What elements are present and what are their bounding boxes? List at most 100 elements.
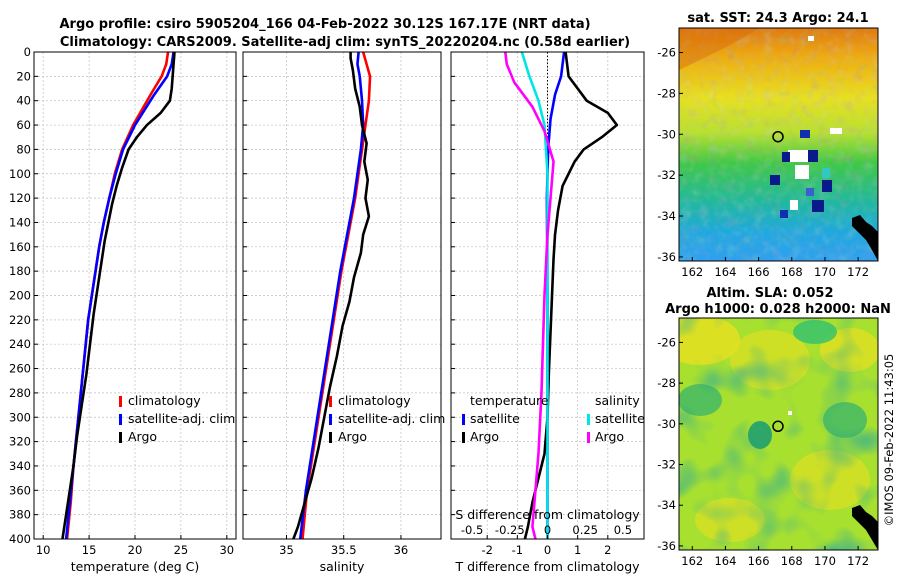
x-tick-label: 10 — [36, 543, 51, 557]
argo-location-marker — [772, 130, 784, 143]
y-tick-label: 60 — [16, 118, 31, 132]
sla-map-title-line-2: Argo h1000: 0.028 h2000: NaN — [665, 302, 891, 317]
y-tick-label: 380 — [9, 508, 31, 522]
y-tick-label: 100 — [9, 167, 31, 181]
x-tick-label: 15 — [82, 543, 97, 557]
x-tick-label: 35.5 — [331, 543, 357, 557]
title-line-2: Climatology: CARS2009. Satellite-adj cli… — [60, 35, 630, 50]
legend-t-argo-swatch — [462, 432, 465, 443]
y-tick-label: 200 — [9, 289, 31, 303]
map-y-tick-label: -36 — [657, 539, 676, 553]
y-tick-label: 40 — [16, 94, 31, 108]
map-y-tick-label: -28 — [657, 376, 676, 390]
legend-argo-swatch — [119, 432, 122, 443]
map-x-tick-label: 162 — [681, 265, 703, 279]
map-y-tick-label: -34 — [657, 209, 676, 223]
top-tick-label: 0.5 — [614, 523, 632, 537]
legend-s-argo-label: Argo — [595, 429, 624, 444]
x-tick-label: 25 — [174, 543, 189, 557]
x-axis-label: salinity — [320, 559, 365, 574]
x-tick-label: -1 — [512, 543, 523, 557]
y-tick-label: 80 — [16, 142, 31, 156]
map-y-tick-label: -32 — [657, 458, 676, 472]
map-y-tick-label: -34 — [657, 498, 676, 512]
map-y-tick-label: -32 — [657, 168, 676, 182]
legend-s-satellite-swatch — [587, 414, 590, 425]
map-x-tick-label: 172 — [847, 554, 869, 568]
sst-map-image — [679, 28, 878, 261]
temperature-legend: climatology satellite-adj. clim Argo — [119, 393, 235, 444]
map-x-tick-label: 168 — [781, 554, 803, 568]
x-tick-label: 1 — [574, 543, 581, 557]
y-tick-label: 300 — [9, 410, 31, 424]
top-tick-label: 0 — [544, 523, 551, 537]
salinity-panel: 35 35.5 36 salinity — [242, 51, 442, 574]
legend-satellite-swatch — [329, 414, 332, 425]
map-x-tick-label: 164 — [714, 265, 736, 279]
legend-satellite-swatch — [119, 414, 122, 425]
sla-map-image — [679, 318, 878, 550]
y-tick-label: 220 — [9, 313, 31, 327]
map-y-tick-label: -26 — [657, 335, 676, 349]
map-x-tick-label: 168 — [781, 265, 803, 279]
title-line-1: Argo profile: csiro 5905204_166 04-Feb-2… — [59, 17, 590, 32]
y-tick-label: 400 — [9, 532, 31, 546]
x-tick-label: 30 — [219, 543, 234, 557]
series-line-s-satellite — [520, 51, 549, 539]
legend-temperature-title: temperature — [470, 393, 549, 408]
argo-location-marker — [772, 420, 784, 433]
coastline — [852, 505, 878, 550]
map-y-tick-label: -28 — [657, 86, 676, 100]
y-tick-label: 260 — [9, 362, 31, 376]
difference-legend: temperature satellite Argo salinity sate… — [462, 393, 645, 444]
y-tick-label: 360 — [9, 483, 31, 497]
map-y-tick-label: -26 — [657, 46, 676, 60]
coastline — [852, 215, 878, 261]
legend-climatology-label: climatology — [338, 393, 411, 408]
legend-argo-label: Argo — [338, 429, 367, 444]
map-x-tick-label: 172 — [847, 265, 869, 279]
legend-t-satellite-label: satellite — [470, 411, 520, 426]
sst-map-title: sat. SST: 24.3 Argo: 24.1 — [687, 11, 868, 26]
legend-t-satellite-swatch — [462, 414, 465, 425]
map-frame — [678, 317, 879, 551]
series-line-satellite-adj-clim — [298, 51, 365, 540]
map-x-tick-label: 162 — [681, 554, 703, 568]
x-tick-label: 0 — [544, 543, 551, 557]
x-tick-label: -2 — [481, 543, 492, 557]
map-x-tick-label: 164 — [714, 554, 736, 568]
series-line-s-argo — [503, 51, 555, 540]
series-line-t-argo — [523, 51, 619, 540]
series-line-argo — [61, 51, 176, 540]
series-line-argo — [292, 52, 371, 540]
legend-argo-swatch — [329, 432, 332, 443]
sla-map-title-line-1: Altim. SLA: 0.052 — [707, 286, 834, 301]
top-axis-label: S difference from climatology — [455, 507, 640, 522]
watermark: ©IMOS 09-Feb-2022 11:43:05 — [882, 354, 896, 527]
legend-salinity-title: salinity — [595, 393, 640, 408]
sla-map-axes: 162 164 166 168 170 172 -26 -28 -30 -32 -34 -36 — [657, 317, 879, 568]
legend-climatology-swatch — [329, 396, 332, 407]
x-tick-label: 36 — [394, 543, 409, 557]
y-tick-label: 280 — [9, 386, 31, 400]
map-x-tick-label: 166 — [748, 265, 770, 279]
y-tick-label: 240 — [9, 337, 31, 351]
legend-s-satellite-label: satellite — [595, 411, 645, 426]
x-tick-label: 20 — [128, 543, 143, 557]
y-tick-label: 320 — [9, 435, 31, 449]
map-y-tick-label: -36 — [657, 250, 676, 264]
legend-climatology-swatch — [119, 396, 122, 407]
y-tick-label: 180 — [9, 264, 31, 278]
salinity-legend: climatology satellite-adj. clim Argo — [329, 393, 445, 444]
temperature-panel: 10 15 20 25 30 temperature (deg C) 0 20 40 60 80 10… — [9, 45, 237, 574]
map-y-tick-label: -30 — [657, 127, 676, 141]
legend-s-argo-swatch — [587, 432, 590, 443]
legend-climatology-label: climatology — [128, 393, 201, 408]
y-tick-label: 0 — [24, 45, 31, 59]
map-frame — [678, 27, 879, 262]
x-tick-label: 2 — [604, 543, 611, 557]
y-tick-label: 140 — [9, 215, 31, 229]
y-tick-label: 160 — [9, 240, 31, 254]
difference-panel: -2 -1 0 1 2 T difference from climatology S di… — [450, 51, 645, 574]
